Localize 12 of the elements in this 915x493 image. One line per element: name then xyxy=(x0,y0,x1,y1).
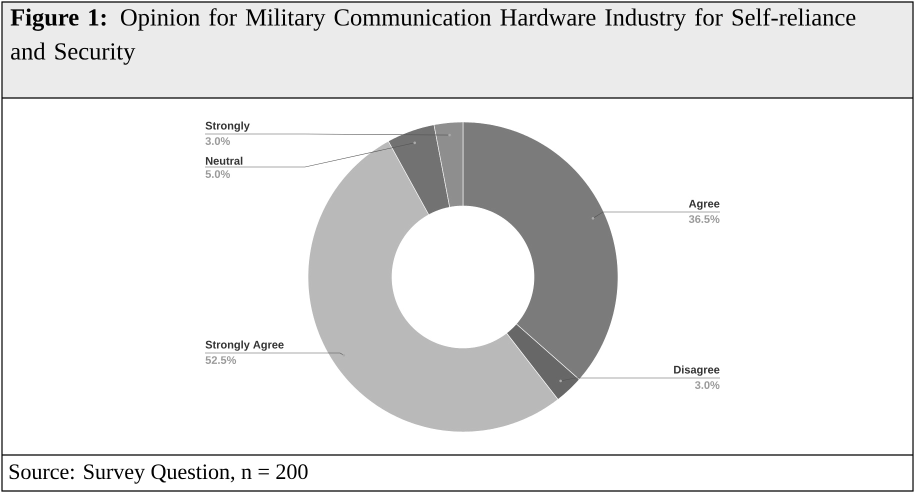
data-label: 36.5% xyxy=(688,215,720,223)
data-label: 3.0% xyxy=(205,137,230,145)
slice-label: Agree xyxy=(688,200,720,210)
data-label: 52.5% xyxy=(206,356,236,364)
source-note: Source: Survey Question, n = 200 xyxy=(10,464,308,484)
slice-label: Neutral xyxy=(206,156,242,165)
slice-label: Strongly xyxy=(206,121,250,132)
slice-label: Disagree xyxy=(674,366,720,376)
chart-title: Figure 1: Opinion for Military Communication Hardware Industry for Self-reliance and Security xyxy=(10,8,856,65)
slice-label: Strongly Agree xyxy=(206,340,284,351)
data-label: 5.0% xyxy=(206,170,230,178)
data-label: 3.0% xyxy=(694,381,720,390)
